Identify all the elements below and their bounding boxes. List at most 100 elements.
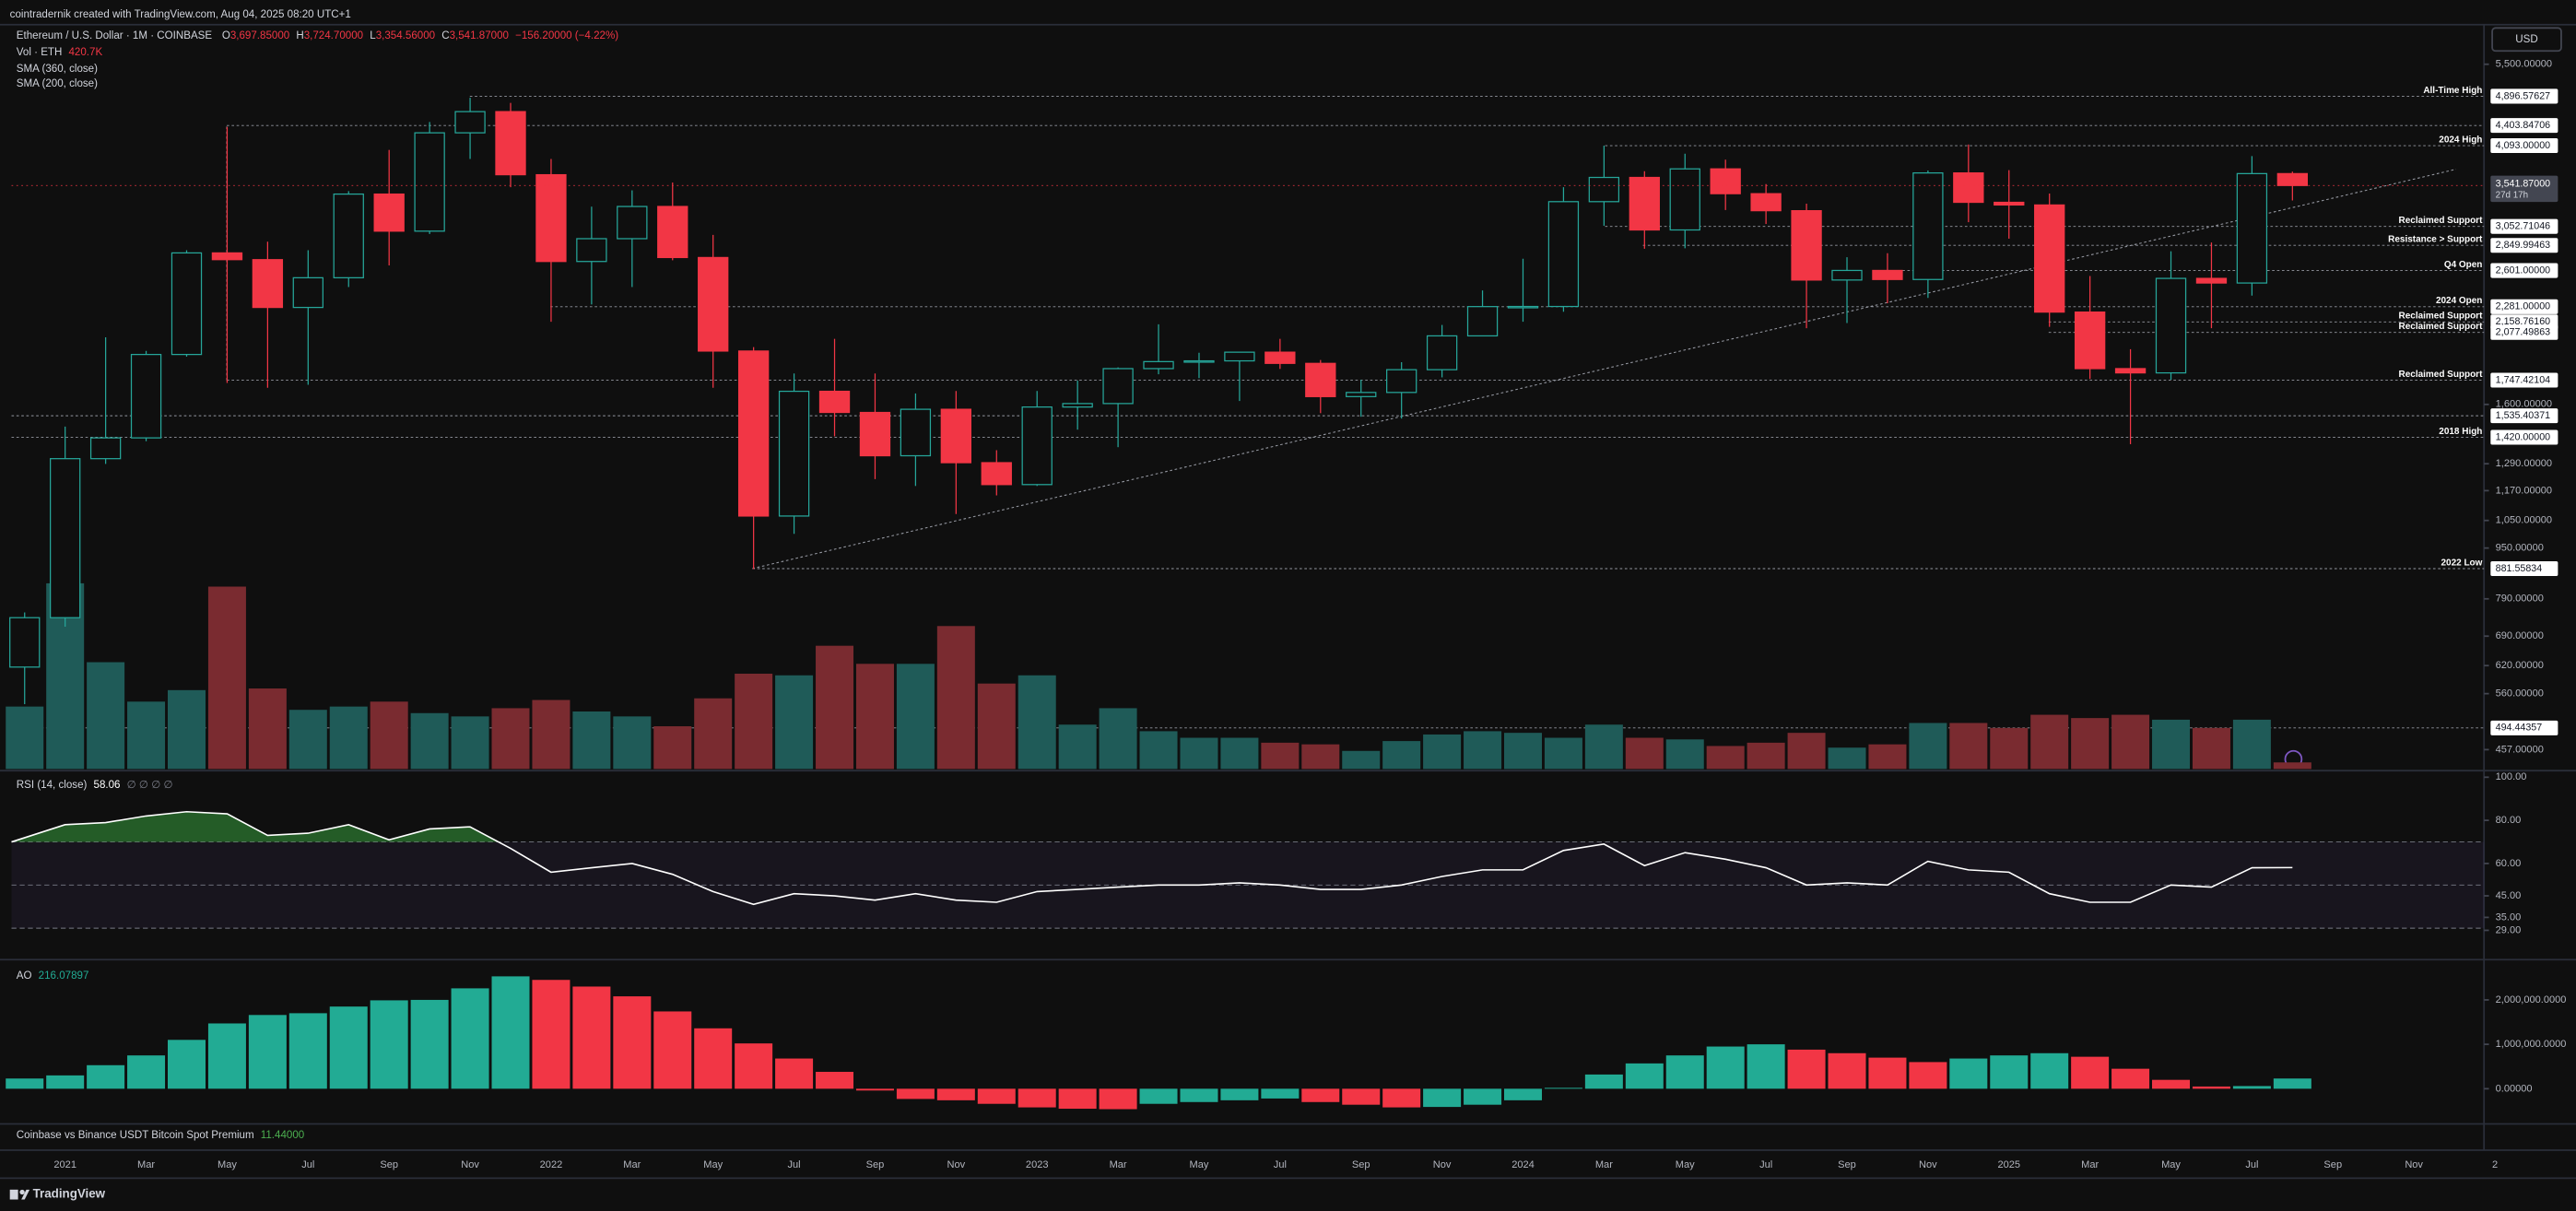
ao-bar — [532, 980, 570, 1089]
level-name: Reclaimed Support — [2399, 312, 2484, 322]
volume-bar — [167, 689, 206, 770]
level-tag — [2490, 138, 2558, 154]
candle-body — [252, 259, 284, 309]
candle-body — [1062, 403, 1093, 408]
ao-bar — [2232, 1086, 2271, 1089]
volume-title: Vol · ETH — [17, 47, 63, 58]
volume-bar — [1503, 733, 1542, 770]
ao-bar — [1423, 1088, 1462, 1108]
volume-bar — [1017, 675, 1056, 770]
x-tick-label: May — [1676, 1159, 1695, 1170]
x-tick-label: Mar — [623, 1159, 641, 1170]
y-tick-label: 1,050.00000 — [2496, 515, 2552, 526]
symbol-legend: Ethereum / U.S. Dollar · 1M · COINBASE O3… — [17, 30, 618, 41]
x-tick-label: Jul — [301, 1159, 314, 1170]
x-tick-label: 2022 — [540, 1159, 563, 1170]
x-tick-label: Nov — [1919, 1159, 1937, 1170]
ao-bar — [936, 1088, 975, 1100]
volume-bar — [1747, 742, 1785, 770]
ao-bar — [1180, 1088, 1218, 1102]
y-tick-label: 0.00000 — [2496, 1083, 2533, 1094]
candle-body — [1466, 306, 1499, 337]
ao-bar — [370, 1000, 408, 1089]
level-tag-label: 2,281.00000 — [2496, 301, 2550, 312]
ohlc-value: 3,541.87000 — [450, 30, 509, 41]
candle-body — [50, 458, 81, 618]
candle-body — [1710, 168, 1741, 194]
candle-body — [9, 617, 41, 668]
ao-bar — [694, 1028, 733, 1089]
candle-body — [1994, 201, 2025, 206]
volume-bar — [1220, 737, 1259, 770]
candle-body — [414, 132, 445, 232]
ao-bar — [1787, 1049, 1826, 1089]
volume-bar — [977, 683, 1016, 770]
candle-body — [495, 111, 526, 176]
volume-bar — [6, 706, 44, 770]
volume-bar — [1949, 723, 1988, 770]
rsi-overbought-fill — [11, 811, 2293, 842]
candle-body — [535, 173, 567, 263]
x-tick-label: Sep — [1838, 1159, 1856, 1170]
ohlc-key: C — [441, 30, 449, 41]
ohlc-key: O — [222, 30, 230, 41]
y-tick-label: 950.00000 — [2496, 543, 2544, 554]
candle-body — [1102, 368, 1134, 405]
candle-body — [211, 252, 243, 261]
candle-body — [1507, 305, 1539, 309]
x-tick-label: Mar — [137, 1159, 155, 1170]
candle-body — [2195, 277, 2228, 284]
premium-value: 11.44000 — [261, 1130, 304, 1141]
ao-bar — [1342, 1088, 1381, 1105]
ao-bar — [1625, 1063, 1664, 1089]
volume-bar — [1544, 737, 1582, 770]
x-tick-label: Mar — [1595, 1159, 1613, 1170]
candle-body — [1305, 362, 1336, 397]
candle-body — [1547, 201, 1580, 308]
rsi-line — [11, 810, 2293, 906]
y-tick-label: 620.00000 — [2496, 660, 2544, 671]
level-name: Reclaimed Support — [2399, 322, 2484, 332]
volume-bar — [288, 710, 327, 770]
x-tick-label: 2024 — [1511, 1159, 1535, 1170]
volume-bar — [1828, 747, 1866, 770]
level-tag-label: 494.44357 — [2496, 723, 2543, 734]
volume-bar — [694, 698, 733, 770]
level-tag-label: 1,747.42104 — [2496, 374, 2550, 385]
sma-legend: SMA (360, close) — [17, 64, 98, 75]
rsi-title: RSI (14, close) — [17, 780, 88, 791]
volume-bar — [248, 688, 287, 770]
premium-legend: Coinbase vs Binance USDT Bitcoin Spot Pr… — [17, 1130, 304, 1141]
ao-bar — [2273, 1078, 2311, 1089]
logo-shape — [9, 1189, 18, 1200]
volume-bar — [613, 716, 652, 770]
ao-bar — [1706, 1046, 1745, 1089]
candle-body — [698, 256, 729, 352]
x-tick-label: Sep — [866, 1159, 885, 1170]
volume-bar — [1584, 724, 1623, 770]
level-tag — [2490, 118, 2558, 134]
x-tick-label: 2 — [2492, 1159, 2498, 1170]
ao-bar — [1220, 1088, 1259, 1100]
volume-bar — [1261, 742, 1300, 770]
ao-bar — [1301, 1088, 1340, 1102]
ao-bar — [896, 1088, 935, 1099]
level-name: 2024 Open — [2436, 296, 2482, 306]
candle-body — [1629, 176, 1660, 231]
y-tick-label: 2,000,000.0000 — [2496, 994, 2567, 1005]
x-tick-label: Jul — [1274, 1159, 1287, 1170]
sma-legend: SMA (200, close) — [17, 78, 98, 89]
currency-box — [2491, 27, 2562, 53]
candle-body — [1791, 210, 1822, 281]
level-name: Reclaimed Support — [2399, 216, 2484, 226]
change: −156.20000 (−4.22%) — [515, 30, 618, 41]
ao-bar — [167, 1040, 206, 1089]
volume-bar — [2030, 714, 2069, 770]
ao-bar — [2111, 1068, 2150, 1089]
ao-bar — [1990, 1055, 2029, 1089]
volume-bar — [653, 726, 692, 770]
volume-bar — [1625, 737, 1664, 770]
ao-bar — [1382, 1088, 1421, 1108]
ohlc-value: 3,354.56000 — [376, 30, 435, 41]
volume-bar — [775, 675, 814, 770]
